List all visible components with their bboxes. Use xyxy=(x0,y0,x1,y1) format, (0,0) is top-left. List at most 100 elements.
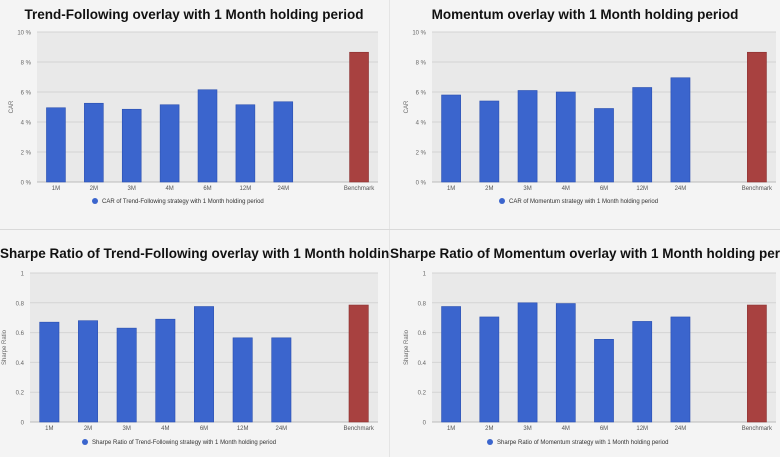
y-tick-label: 0 xyxy=(423,421,427,427)
chart-panel-sharpe-momentum: Sharpe Ratio of Momentum overlay with 1 … xyxy=(390,230,780,457)
bar xyxy=(84,102,104,183)
x-tick-label: 12M xyxy=(240,186,252,192)
x-tick-label: 6M xyxy=(600,426,608,432)
y-axis-label: Sharpe Ratio xyxy=(2,329,8,365)
x-tick-label: 3M xyxy=(122,426,130,432)
y-axis-label: CAR xyxy=(404,100,410,113)
x-tick-label: Benchmark xyxy=(742,186,773,192)
bar xyxy=(273,101,294,183)
x-tick-label: 24M xyxy=(675,426,687,432)
bar xyxy=(159,104,180,183)
bar xyxy=(517,302,538,423)
legend-label: Sharpe Ratio of Momentum strategy with 1… xyxy=(497,440,668,446)
bar xyxy=(670,316,691,423)
x-tick-label: 24M xyxy=(275,426,287,432)
bar-chart: 0 0.2 0.4 0.6 0.8 1 Sharpe Ratio 1M 2M 3M 4M 6M 12M 2… xyxy=(2,272,378,446)
y-tick-label: 0.2 xyxy=(16,391,25,397)
bar xyxy=(121,108,142,183)
y-axis-label: Sharpe Ratio xyxy=(404,329,410,365)
bar xyxy=(670,77,691,183)
x-tick-label: 12M xyxy=(636,186,648,192)
x-tick-label: 3M xyxy=(523,186,531,192)
benchmark-bar xyxy=(348,304,369,423)
bar-chart: 0 0.2 0.4 0.6 0.8 1 Sharpe Ratio 1M 2M 3M 4M 6M 12M 2… xyxy=(404,272,776,446)
bar xyxy=(197,89,218,183)
x-tick-label: 6M xyxy=(203,186,211,192)
y-tick-label: 6 % xyxy=(416,91,427,97)
legend-marker xyxy=(82,439,88,445)
y-tick-label: 0.2 xyxy=(418,391,427,397)
x-tick-label: 1M xyxy=(447,426,455,432)
y-tick-label: 0.8 xyxy=(16,301,25,307)
y-tick-label: 8 % xyxy=(21,61,32,67)
bar xyxy=(39,321,60,423)
bar xyxy=(441,94,461,183)
bar xyxy=(555,303,576,423)
y-tick-label: 0.4 xyxy=(418,361,427,367)
bar xyxy=(194,306,214,423)
x-tick-label: 2M xyxy=(90,186,98,192)
x-tick-label: Benchmark xyxy=(343,426,374,432)
chart-panel-car-momentum: Momentum overlay with 1 Month holding pe… xyxy=(390,0,780,228)
y-tick-label: 4 % xyxy=(416,121,427,127)
bar xyxy=(632,321,653,423)
legend-label: Sharpe Ratio of Trend-Following strategy… xyxy=(92,440,276,446)
x-tick-label: 2M xyxy=(84,426,92,432)
bar xyxy=(271,337,292,423)
y-tick-label: 0.6 xyxy=(418,331,427,337)
y-tick-label: 2 % xyxy=(416,151,427,157)
y-tick-label: 0 % xyxy=(416,181,427,187)
chart-title: Sharpe Ratio of Momentum overlay with 1 … xyxy=(390,246,780,261)
x-tick-label: Benchmark xyxy=(742,426,773,432)
bar-chart: 0 % 2 % 4 % 6 % 8 % 10 % CAR 1M 2M 3M 4M 6M 12M 24M Be… xyxy=(404,31,776,205)
y-tick-label: 10 % xyxy=(17,31,31,37)
benchmark-bar xyxy=(747,304,767,423)
x-tick-label: 4M xyxy=(562,426,570,432)
bar xyxy=(155,318,176,423)
bar xyxy=(632,87,653,183)
y-axis-label: CAR xyxy=(9,100,15,113)
x-tick-label: 2M xyxy=(485,426,493,432)
bar xyxy=(232,337,253,423)
bar xyxy=(441,306,461,423)
chart-title: Trend-Following overlay with 1 Month hol… xyxy=(24,7,364,22)
benchmark-bar xyxy=(747,51,767,183)
bar xyxy=(479,100,500,183)
legend-marker xyxy=(92,198,98,204)
bar xyxy=(479,316,500,423)
chart-panel-car-trend-following: Trend-Following overlay with 1 Month hol… xyxy=(0,0,388,228)
x-tick-label: 1M xyxy=(447,186,455,192)
y-tick-label: 8 % xyxy=(416,61,427,67)
bar xyxy=(46,107,66,183)
y-tick-label: 0 % xyxy=(21,181,32,187)
y-tick-label: 0.8 xyxy=(418,301,427,307)
y-tick-label: 0.6 xyxy=(16,331,25,337)
x-tick-label: 2M xyxy=(485,186,493,192)
chart-panel-sharpe-trend-following: Sharpe Ratio of Trend-Following overlay … xyxy=(0,230,443,457)
y-tick-label: 6 % xyxy=(21,91,32,97)
bar-chart: 0 % 2 % 4 % 6 % 8 % 10 % CAR 1M 2M 3M 4M 6M 12M 24M Be… xyxy=(9,31,378,205)
benchmark-bar xyxy=(349,51,369,183)
x-tick-label: 6M xyxy=(600,186,608,192)
chart-title: Sharpe Ratio of Trend-Following overlay … xyxy=(0,246,443,261)
x-tick-label: 24M xyxy=(277,186,289,192)
x-tick-label: 4M xyxy=(562,186,570,192)
y-tick-label: 0.4 xyxy=(16,361,25,367)
y-tick-label: 10 % xyxy=(412,31,426,37)
y-tick-label: 1 xyxy=(423,272,427,278)
legend-marker xyxy=(487,439,493,445)
legend-label: CAR of Trend-Following strategy with 1 M… xyxy=(102,199,264,205)
x-tick-label: 3M xyxy=(128,186,136,192)
y-tick-label: 0 xyxy=(21,421,25,427)
bar xyxy=(594,108,614,183)
x-tick-label: 12M xyxy=(636,426,648,432)
x-tick-label: 12M xyxy=(237,426,249,432)
bar xyxy=(555,91,576,183)
x-tick-label: 3M xyxy=(523,426,531,432)
bar xyxy=(594,339,614,423)
x-tick-label: 4M xyxy=(165,186,173,192)
legend-marker xyxy=(499,198,505,204)
x-tick-label: 1M xyxy=(52,186,60,192)
chart-title: Momentum overlay with 1 Month holding pe… xyxy=(431,7,739,22)
y-tick-label: 2 % xyxy=(21,151,32,157)
